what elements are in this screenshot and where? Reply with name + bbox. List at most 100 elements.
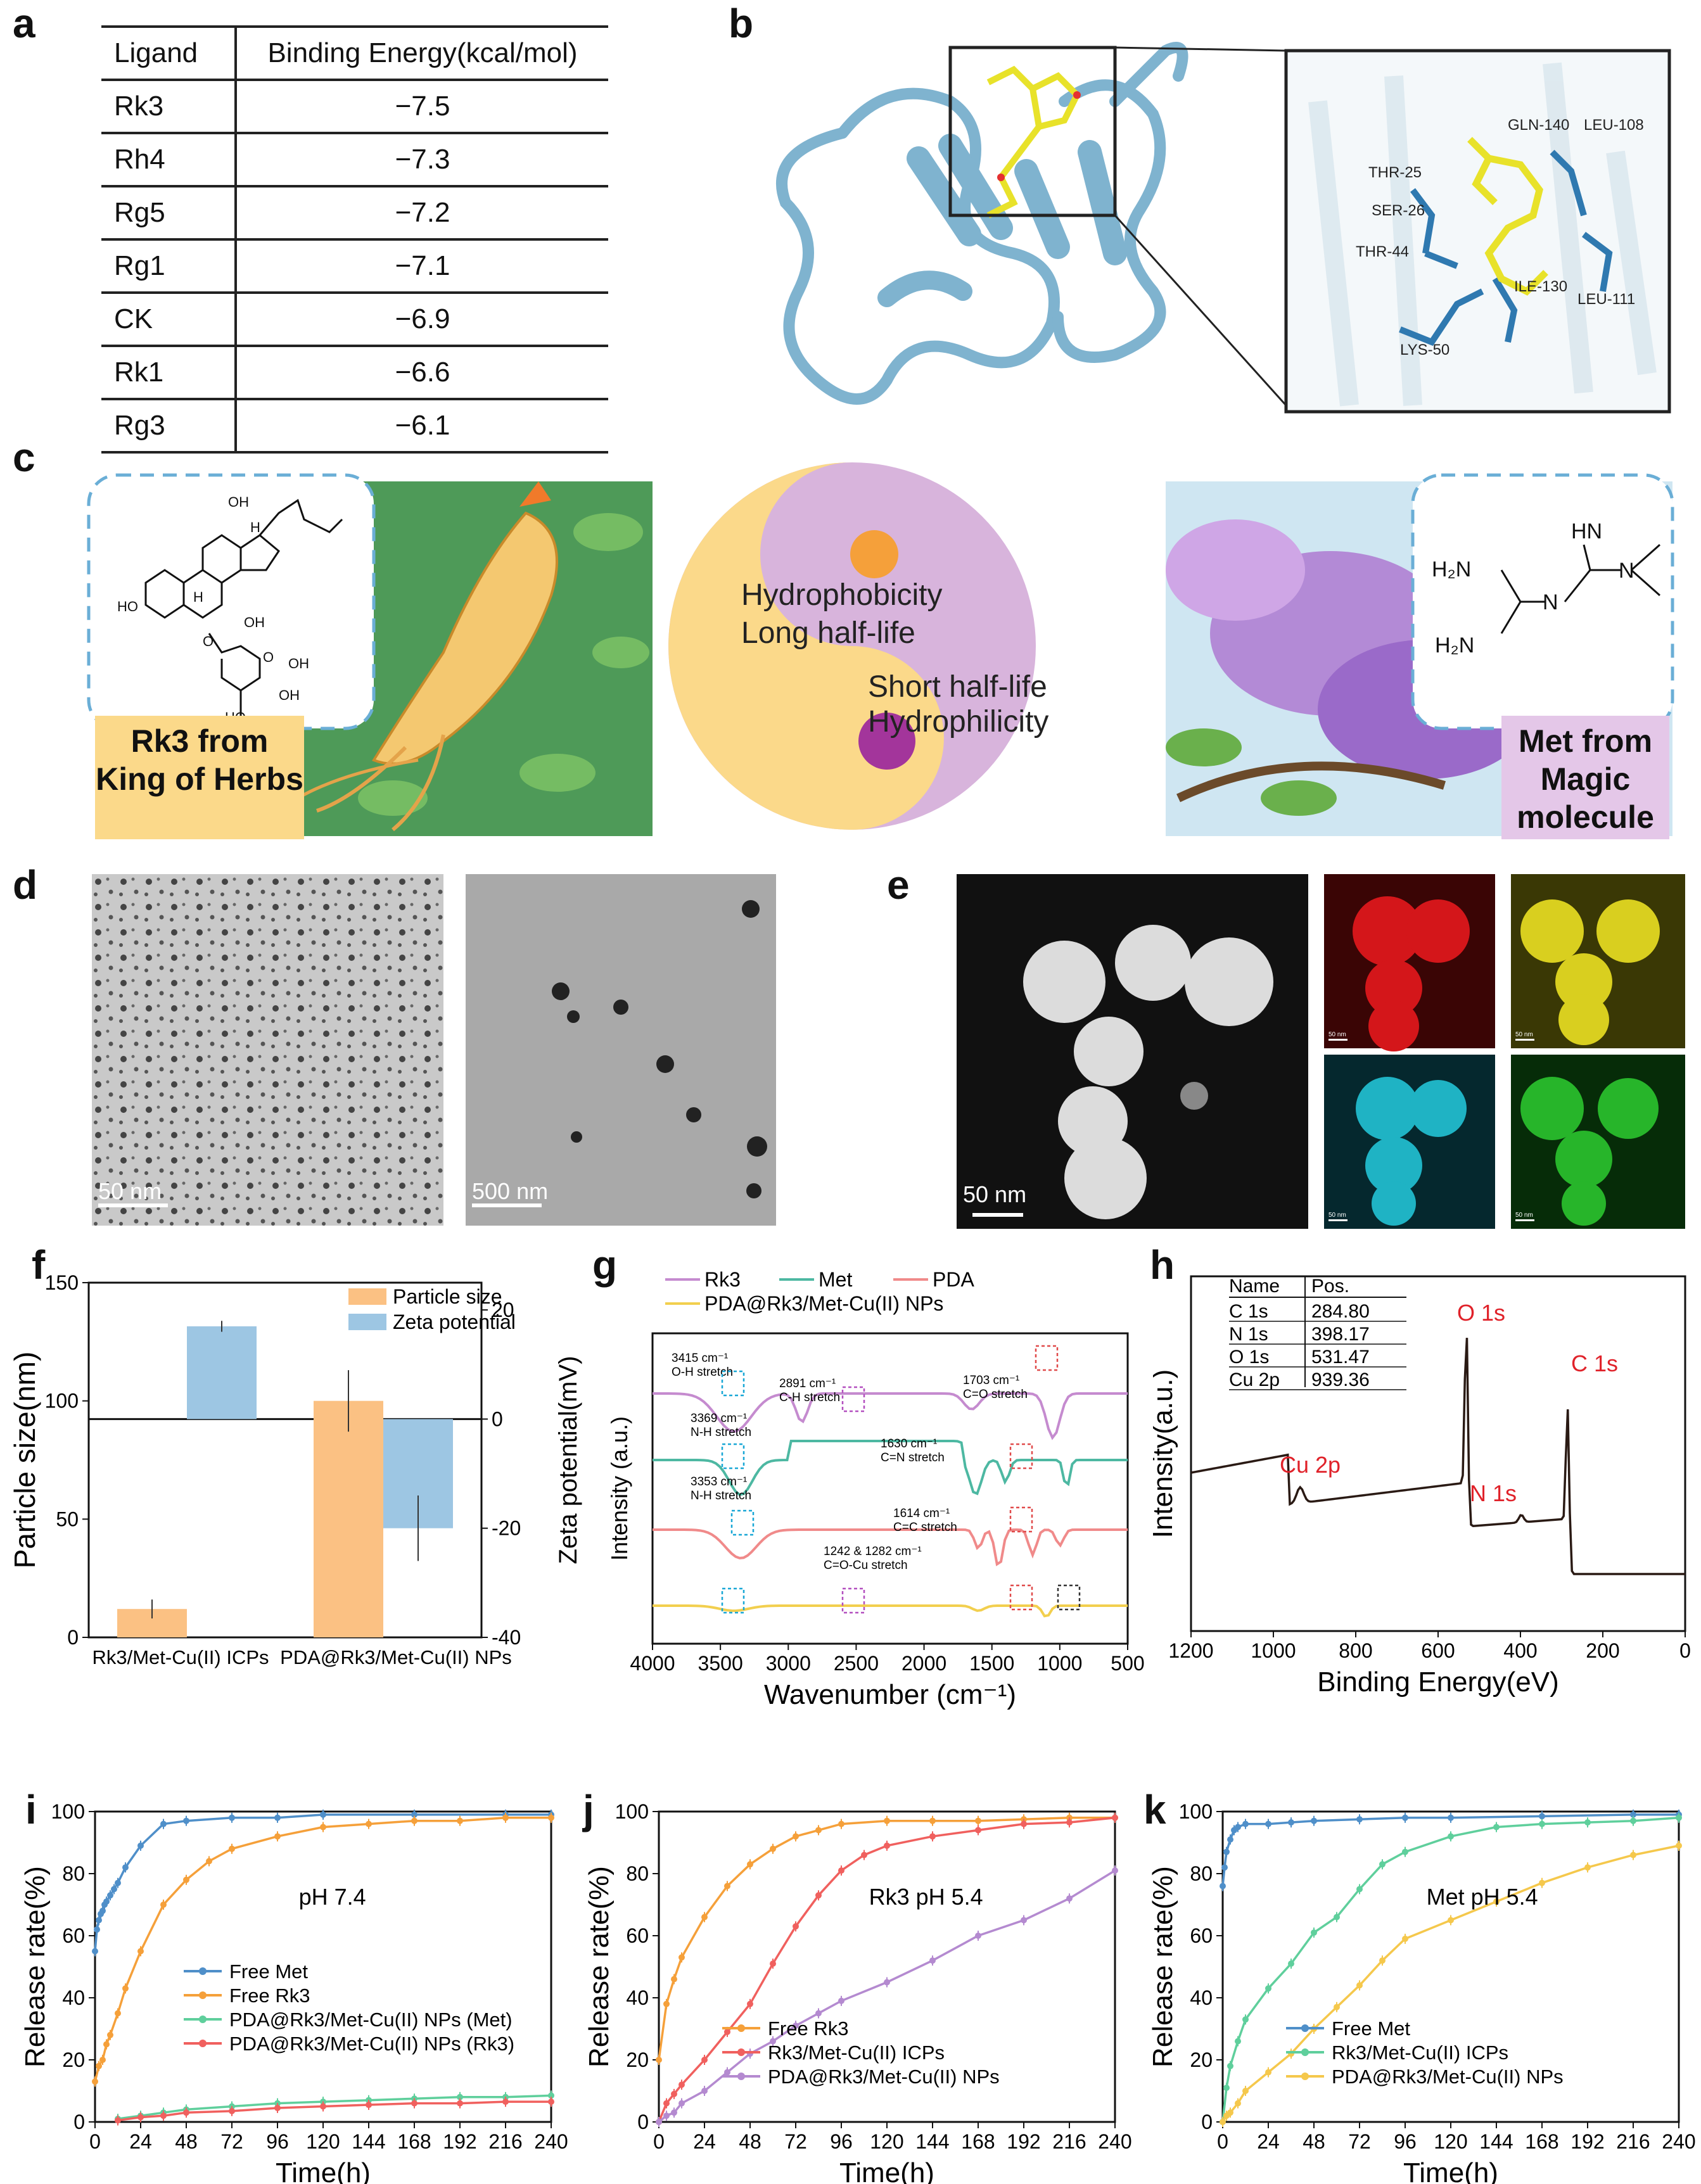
data-point	[1227, 2062, 1233, 2069]
data-point	[1220, 1882, 1226, 1889]
legend-label: PDA	[933, 1268, 974, 1291]
scale-label-large: 500 nm	[472, 1178, 549, 1204]
data-point	[92, 2078, 98, 2085]
data-point	[206, 1858, 212, 1865]
table-row: Rk1 −6.6	[101, 347, 608, 400]
legend-label: PDA@Rk3/Met-Cu(II) NPs	[704, 1292, 943, 1315]
panel-letter-i: i	[25, 1787, 37, 1832]
data-point	[1265, 1985, 1271, 1992]
data-point	[884, 1979, 890, 1986]
data-point	[1235, 2038, 1241, 2045]
atom-label: OH	[288, 656, 309, 671]
chart-title: Met pH 5.4	[1427, 1884, 1538, 1910]
legend-label: PDA@Rk3/Met-Cu(II) NPs (Rk3)	[229, 2033, 514, 2055]
data-point	[1493, 1824, 1500, 1831]
x-tick-label: 48	[175, 2130, 198, 2153]
header-binding-energy: Binding Energy(kcal/mol)	[267, 37, 578, 68]
data-point	[1288, 1960, 1294, 1967]
cell-energy: −6.9	[395, 303, 450, 334]
series-line	[117, 2094, 552, 2120]
x-axis-label: Time(h)	[839, 2157, 934, 2184]
cell-ligand: CK	[101, 294, 237, 345]
x-tick-label: 216	[1052, 2130, 1086, 2153]
legend-label: Free Rk3	[768, 2017, 848, 2040]
x-tick-label: 3500	[698, 1652, 743, 1675]
y2-axis-label: Zeta potential(mV)	[554, 1355, 582, 1564]
data-point	[1242, 2016, 1249, 2023]
table-header-row: Ligand Binding Energy(kcal/mol)	[101, 25, 608, 81]
data-point	[457, 2093, 463, 2100]
atom-label: OH	[228, 494, 249, 510]
x-tick-label: 24	[693, 2130, 716, 2153]
cell-ligand: Rg5	[101, 187, 237, 238]
x-tick-label: 0	[1217, 2130, 1228, 2153]
legend-marker	[199, 1967, 207, 1975]
legend-marker	[199, 2016, 207, 2023]
peak-label: C 1s	[1571, 1350, 1618, 1376]
data-point	[107, 2031, 113, 2038]
atom-label: O	[263, 649, 274, 665]
residue-label: GLN-140	[1508, 117, 1569, 134]
legend-label: Rk3/Met-Cu(II) ICPs	[768, 2041, 945, 2064]
legend-label: Particle size	[393, 1285, 502, 1308]
data-point	[548, 2092, 554, 2099]
data-point	[793, 1833, 799, 1840]
zoom-box	[948, 46, 1117, 217]
residue-label: LEU-108	[1584, 117, 1644, 134]
data-point	[1235, 2100, 1241, 2107]
data-point	[1630, 1817, 1636, 1824]
atom-label: H₂N	[1435, 633, 1474, 657]
data-point	[229, 1845, 235, 1852]
spectrum-line	[652, 1392, 1128, 1440]
chart-g-ftir: 4000 3500 3000 2500 2000 1500 1000 500 Wavenumbe…	[606, 1268, 1145, 1710]
residue-label: LYS-50	[1400, 341, 1449, 359]
table-cell: 939.36	[1311, 1369, 1370, 1390]
annotation-text: 1703 cm⁻¹	[963, 1374, 1019, 1387]
data-point	[94, 1926, 100, 1933]
y-axis-label: Intensity (a.u.)	[606, 1416, 632, 1561]
ligand-molecule	[986, 65, 1081, 219]
x-tick-label: 240	[1098, 2130, 1131, 2153]
cell-energy: −7.1	[395, 250, 450, 281]
annotation-text: 1614 cm⁻¹	[893, 1507, 950, 1520]
data-point	[1356, 1886, 1363, 1893]
data-point	[724, 2028, 730, 2035]
legend-label: Free Rk3	[229, 1984, 310, 2007]
x-tick-label: 4000	[630, 1652, 675, 1675]
data-point	[1402, 1848, 1408, 1855]
data-point	[678, 2081, 685, 2088]
met-structure-icon	[1500, 543, 1660, 634]
x-tick-label: 400	[1503, 1639, 1537, 1662]
data-point	[1379, 1861, 1386, 1868]
yang-text-1: Hydrophobicity	[741, 578, 942, 612]
chart-title: Rk3 pH 5.4	[869, 1884, 983, 1910]
cell-ligand: Rk3	[101, 81, 237, 132]
x-axis-label: Wavenumber (cm⁻¹)	[764, 1679, 1016, 1710]
data-point	[861, 1851, 867, 1858]
x-tick-label: 240	[1662, 2130, 1695, 2153]
x-tick-label: 1000	[1251, 1639, 1296, 1662]
data-point	[1112, 1814, 1118, 1821]
data-point	[274, 2104, 281, 2111]
data-point	[1539, 1879, 1545, 1886]
data-point	[548, 2098, 554, 2105]
annotation-sub: C=O stretch	[963, 1388, 1028, 1401]
panel-letter-k: k	[1144, 1787, 1166, 1832]
table-row: Rg5 −7.2	[101, 187, 608, 241]
residue-labels: GLN-140 LEU-108 THR-25 SER-26 THR-44 ILE…	[1356, 117, 1644, 359]
data-point	[183, 2109, 189, 2116]
peak-label: Cu 2p	[1280, 1452, 1341, 1478]
table-cell: O 1s	[1229, 1347, 1269, 1368]
x-tick-label: 1000	[1037, 1652, 1082, 1675]
data-point	[107, 1892, 113, 1899]
data-point	[1448, 1917, 1454, 1924]
annotation-text: 1630 cm⁻¹	[881, 1437, 937, 1451]
annotation-text: 1242 & 1282 cm⁻¹	[824, 1545, 922, 1558]
data-point	[656, 2119, 662, 2125]
legend-label: Met	[819, 1268, 852, 1291]
data-point	[457, 2100, 463, 2107]
y-tick-label: 20	[626, 2048, 649, 2071]
x-tick-label: 192	[1007, 2130, 1040, 2153]
data-point	[115, 2117, 121, 2124]
cell-energy: −7.3	[395, 144, 450, 175]
